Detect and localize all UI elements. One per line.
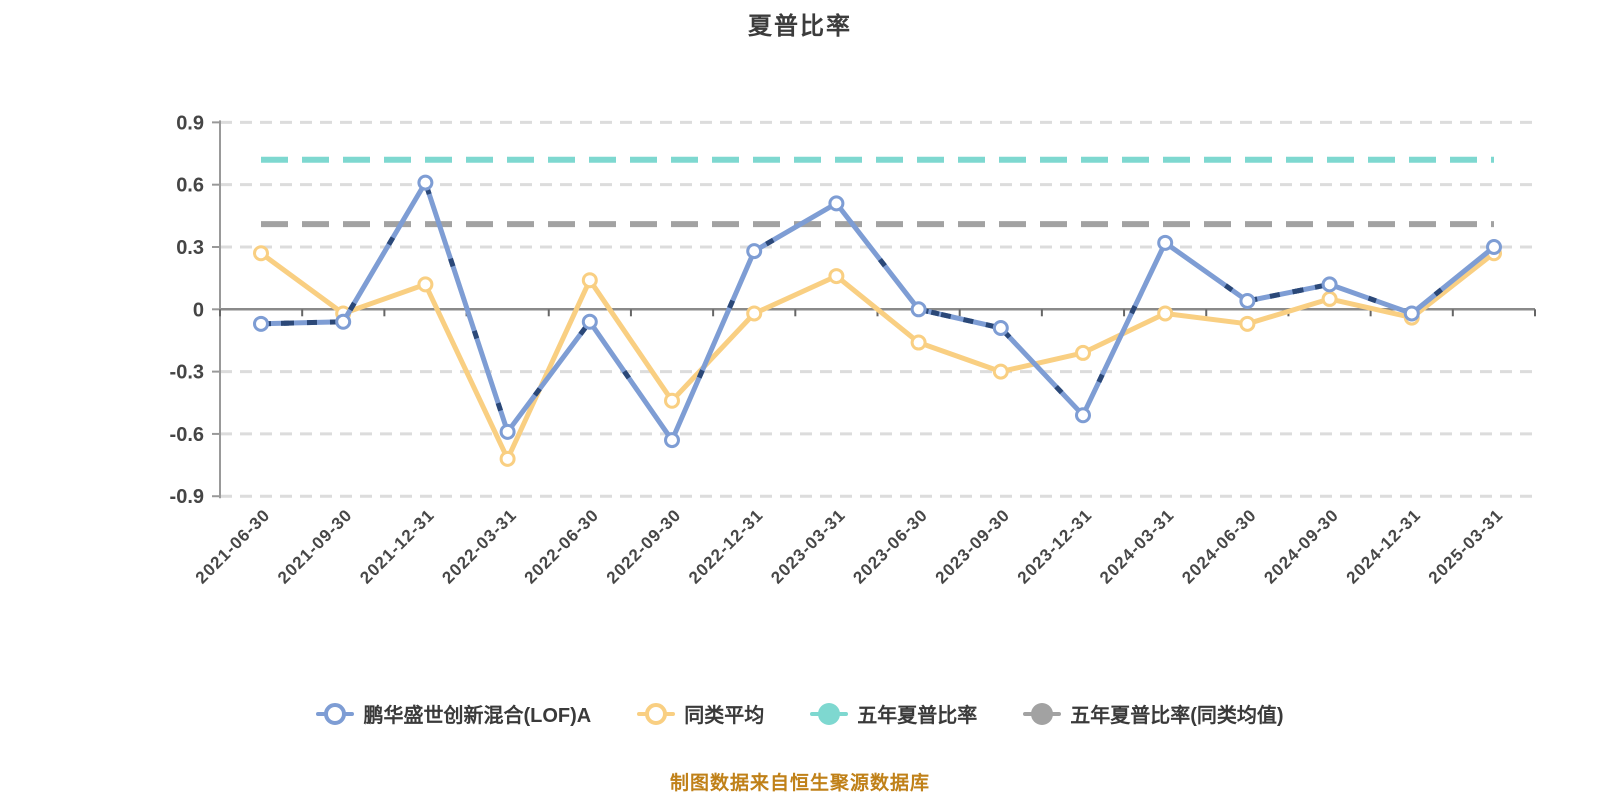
data-point-fund[interactable] [664,432,680,449]
data-point-peer-average[interactable] [1157,305,1174,322]
data-point-peer-average[interactable] [828,268,845,285]
legend-item-1[interactable]: 同类平均 [637,699,764,728]
x-axis-label: 2022-03-31 [438,505,520,587]
data-point-fund[interactable] [1075,407,1091,424]
y-axis-label: -0.6 [170,424,204,446]
x-axis-label: 2022-09-30 [603,505,685,587]
x-axis-label: 2021-12-31 [356,505,438,587]
legend-marker-icon [316,702,355,726]
y-axis-label: 0.9 [176,112,204,134]
legend-label: 五年夏普比率(同类均值) [1070,705,1284,727]
x-axis-label: 2022-12-31 [685,505,767,587]
data-point-peer-average[interactable] [253,245,269,262]
data-point-peer-average[interactable] [417,276,434,293]
data-point-fund[interactable] [746,243,763,260]
data-point-fund[interactable] [910,301,927,318]
data-point-fund[interactable] [828,195,845,212]
data-point-peer-average[interactable] [664,392,680,409]
legend-marker-icon [1023,702,1062,726]
legend-label: 鹏华盛世创新混合(LOF)A [363,705,592,727]
data-point-fund[interactable] [1321,276,1338,293]
legend-item-0[interactable]: 鹏华盛世创新混合(LOF)A [316,699,591,728]
y-axis-label: -0.9 [170,486,204,508]
x-axis-label: 2024-12-31 [1343,505,1425,587]
series-line-fund [258,180,1497,443]
x-axis-label: 2024-09-30 [1260,505,1342,587]
data-point-fund[interactable] [1486,238,1502,255]
y-axis-label: 0 [193,299,204,321]
legend-label: 五年夏普比率 [857,705,978,727]
y-axis-label: 0.6 [176,175,204,197]
series-line-peer-average [258,250,1497,462]
data-point-fund[interactable] [335,313,352,330]
data-point-peer-average[interactable] [1321,290,1338,307]
data-point-fund[interactable] [417,174,434,191]
x-axis-label: 2023-03-31 [767,505,849,587]
x-axis-label: 2023-12-31 [1014,505,1096,587]
data-point-peer-average[interactable] [1239,315,1256,332]
y-axis-label: -0.3 [170,362,204,384]
chart-title: 夏普比率 [748,13,852,40]
x-axis-label: 2024-03-31 [1096,505,1178,587]
y-axis-label: 0.3 [176,237,204,259]
data-point-peer-average[interactable] [581,272,598,289]
data-point-peer-average[interactable] [910,334,927,351]
data-point-fund[interactable] [1239,292,1256,309]
legend-item-3[interactable]: 五年夏普比率(同类均值) [1023,699,1284,728]
series-dashed-segment [918,306,1002,331]
data-point-fund[interactable] [992,319,1009,336]
data-point-fund[interactable] [253,315,269,332]
x-axis-label: 2023-06-30 [849,505,931,587]
data-point-peer-average[interactable] [992,363,1009,380]
legend-label: 同类平均 [684,705,765,727]
x-axis-label: 2023-09-30 [932,505,1014,587]
data-point-peer-average[interactable] [1075,344,1091,361]
series-dashed-segment [1246,281,1331,304]
x-axis-label: 2021-06-30 [192,505,274,587]
data-point-fund[interactable] [1157,234,1174,251]
data-point-peer-average[interactable] [746,305,763,322]
data-point-fund[interactable] [581,313,598,330]
x-axis-label: 2022-06-30 [521,505,603,587]
legend-marker-icon [810,702,849,726]
data-point-peer-average[interactable] [499,450,516,467]
data-point-fund[interactable] [1403,305,1420,322]
data-source-note: 制图数据来自恒生聚源数据库 [669,773,930,794]
legend-marker-icon [637,702,676,726]
x-axis-label: 2025-03-31 [1425,505,1507,587]
x-axis-label: 2021-09-30 [274,505,356,587]
data-point-fund[interactable] [499,423,516,440]
x-axis-label: 2024-06-30 [1178,505,1260,587]
legend-item-2[interactable]: 五年夏普比率 [810,699,977,728]
chart-legend: 鹏华盛世创新混合(LOF)A 同类平均 五年夏普比率 五年夏普比率(同类均值) [0,699,1600,728]
